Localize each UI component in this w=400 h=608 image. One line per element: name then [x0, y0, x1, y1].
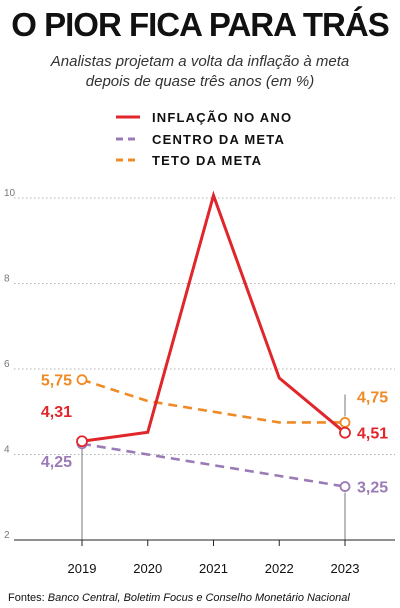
x-tick-2021: 2021: [199, 561, 228, 576]
data-label-teto-2019: 5,75: [41, 373, 72, 390]
grid: [14, 197, 395, 541]
y-tick-4: 4: [4, 445, 10, 456]
point-inflacao-2023: [339, 426, 351, 439]
point-centro-2023: [339, 481, 351, 492]
series-line-inflacao: [81, 190, 346, 443]
y-tick-10: 10: [4, 188, 16, 199]
series-line-centro: [81, 442, 346, 488]
x-tick-2022: 2022: [265, 561, 294, 576]
data-label-centro-2023: 3,25: [357, 480, 388, 497]
y-tick-2: 2: [4, 530, 10, 541]
chart-title: O PIOR FICA PARA TRÁS: [11, 6, 388, 43]
point-inflacao-2019: [76, 435, 88, 448]
series-lines: [81, 190, 346, 488]
legend-label-teto: TETO DA META: [152, 153, 262, 168]
drop-lines: [81, 394, 346, 540]
endpoint-markers: [76, 374, 351, 492]
point-teto-2023: [339, 417, 351, 428]
legend: INFLAÇÃO NO ANO CENTRO DA META TETO DA M…: [116, 110, 292, 168]
data-label-inflacao-2019: 4,31: [41, 404, 72, 421]
source-note: Fontes: Banco Central, Boletim Focus e C…: [8, 592, 350, 604]
chart-subtitle-line2: depois de quase três anos (em %): [86, 73, 314, 90]
data-label-teto-2023: 4,75: [357, 389, 388, 406]
y-axis-ticks: 2 4 6 8 10: [4, 188, 16, 541]
source-text: Banco Central, Boletim Focus e Conselho …: [48, 592, 351, 604]
point-teto-2019: [76, 374, 88, 386]
x-tick-2019: 2019: [68, 561, 97, 576]
y-tick-6: 6: [4, 359, 10, 370]
series-line-teto: [81, 378, 345, 424]
x-axis-ticks: 2019 2020 2021 2022 2023: [68, 540, 360, 576]
legend-label-inflacao: INFLAÇÃO NO ANO: [152, 110, 292, 125]
source-prefix: Fontes:: [8, 592, 48, 604]
data-labels: 5,75 4,31 4,25 4,75 4,51 3,25: [41, 373, 388, 497]
data-label-inflacao-2023: 4,51: [357, 426, 388, 443]
y-tick-8: 8: [4, 274, 10, 285]
legend-label-centro: CENTRO DA META: [152, 132, 285, 147]
x-tick-2023: 2023: [331, 561, 360, 576]
chart-subtitle-line1: Analistas projetam a volta da inflação à…: [50, 53, 350, 70]
x-tick-2020: 2020: [133, 561, 162, 576]
data-label-centro-2019: 4,25: [41, 454, 72, 471]
